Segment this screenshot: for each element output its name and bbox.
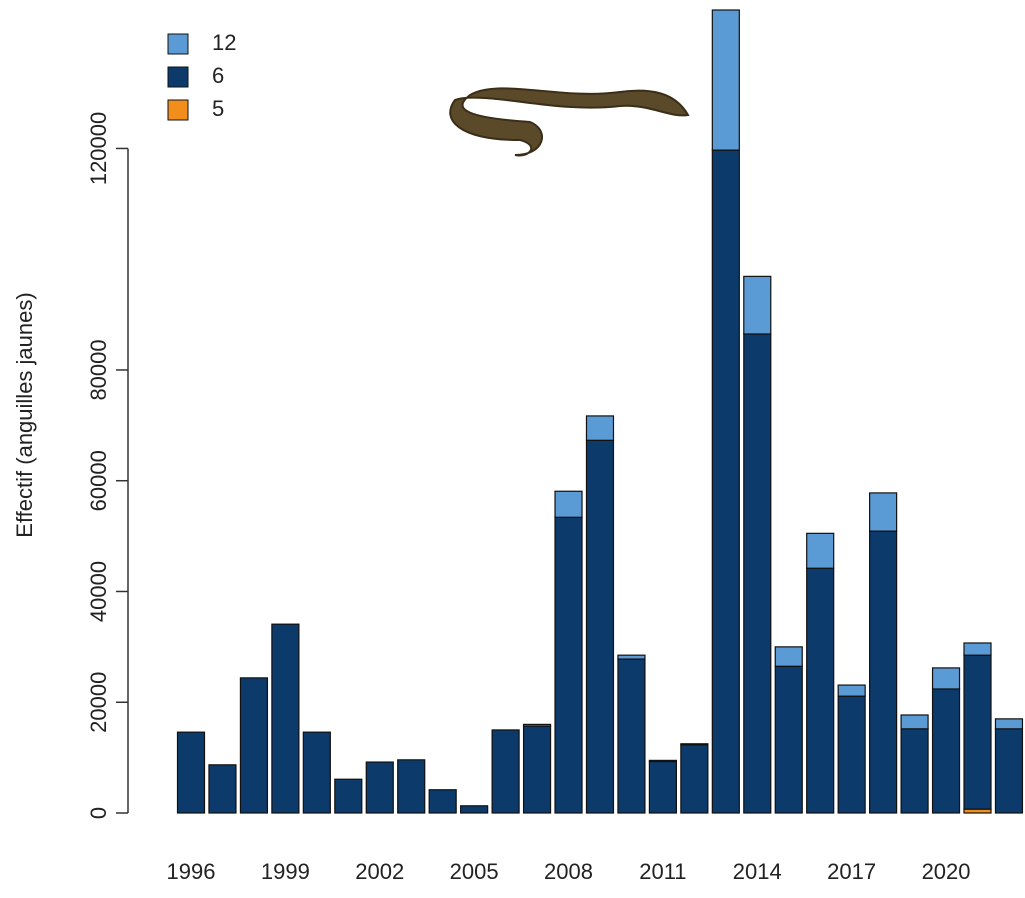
x-tick-label: 2002 <box>355 859 404 884</box>
x-tick-label: 2008 <box>544 859 593 884</box>
x-tick-label: 2017 <box>827 859 876 884</box>
legend-label: 12 <box>212 30 236 55</box>
bar-segment <box>585 415 615 441</box>
y-tick-label: 60000 <box>86 450 111 511</box>
bar-segment <box>869 492 898 532</box>
bar-segment <box>743 333 772 814</box>
x-tick-label: 2005 <box>450 859 499 884</box>
y-tick-label: 80000 <box>86 339 111 400</box>
y-tick-label: 40000 <box>86 561 111 622</box>
legend-swatch <box>167 99 189 121</box>
x-tick-label: 1999 <box>261 859 310 884</box>
legend-label: 5 <box>212 96 224 121</box>
y-axis-label: Effectif (anguilles jaunes) <box>12 292 37 537</box>
y-tick-label: 120000 <box>86 112 111 185</box>
bar-segment <box>176 731 206 814</box>
bar-segment <box>208 764 237 814</box>
bar-segment <box>617 658 646 814</box>
bar-segment <box>302 731 331 814</box>
bar-segment <box>648 759 678 763</box>
bar-segment <box>900 728 929 814</box>
bar-segment <box>648 760 678 814</box>
bar-segment <box>554 490 583 518</box>
bar-segment <box>711 9 740 151</box>
bar-segment <box>460 805 489 814</box>
bar-segment <box>963 642 992 656</box>
y-tick-label: 0 <box>86 807 111 819</box>
bar-segment <box>617 654 646 660</box>
bar-segment <box>585 439 615 814</box>
bar-segment <box>239 677 269 814</box>
bar-segment <box>680 743 709 746</box>
x-tick-label: 2014 <box>733 859 782 884</box>
x-tick-label: 2011 <box>639 859 686 884</box>
x-tick-label: 2020 <box>922 859 971 884</box>
bar-segment <box>869 530 898 814</box>
bar-segment <box>365 761 394 814</box>
bar-segment <box>774 646 803 667</box>
legend-label: 6 <box>212 63 224 88</box>
bar-segment <box>428 789 457 814</box>
bar-segment <box>994 718 1024 730</box>
bar-segment <box>743 275 772 335</box>
bar-segment <box>994 728 1024 814</box>
bar-segment <box>931 688 961 814</box>
legend-swatch <box>167 66 189 88</box>
bar-segment <box>900 714 929 730</box>
bar-segment <box>963 654 992 810</box>
bar-segment <box>806 567 835 814</box>
bar-segment <box>680 744 709 814</box>
bar-segment <box>774 665 803 814</box>
bar-segment <box>554 516 583 814</box>
bar-segment <box>522 725 552 814</box>
bar-segment <box>931 667 961 690</box>
bar-segment <box>522 723 552 727</box>
eel-image <box>449 87 690 157</box>
bar-segment <box>837 684 866 697</box>
bar-segment <box>271 623 300 814</box>
legend-swatch <box>167 33 189 55</box>
bar-segment <box>397 759 426 814</box>
x-tick-label: 1996 <box>167 859 216 884</box>
bar-segment <box>334 778 363 814</box>
bar-segment <box>711 149 740 814</box>
bar-segment <box>491 729 520 814</box>
y-tick-label: 20000 <box>86 672 111 733</box>
bar-segment <box>837 695 866 814</box>
bar-segment <box>806 532 835 569</box>
